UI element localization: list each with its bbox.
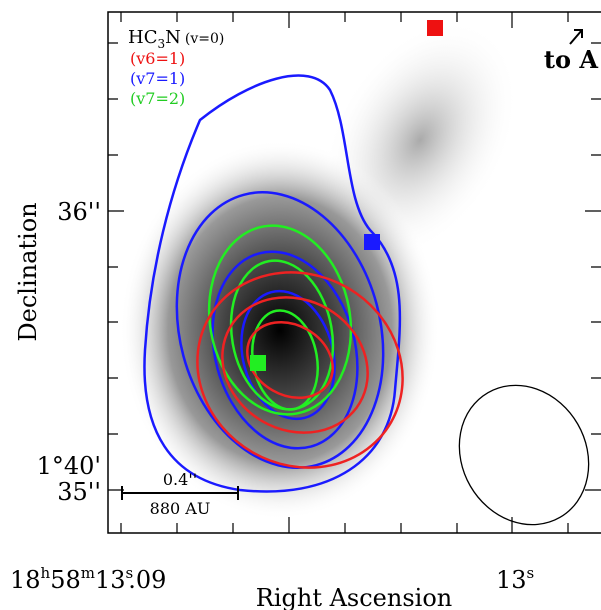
scale-line (121, 486, 239, 500)
contour-v7-1 (240, 289, 336, 421)
marker-v7-1 (364, 234, 380, 250)
text-part: h (41, 564, 51, 582)
y-tick-label: 36'' (57, 198, 101, 226)
text-part: m (81, 564, 95, 582)
annotation: to A (544, 45, 598, 74)
text-part: 13 (95, 566, 126, 594)
scale-bar: 0.4'' 880 AU (121, 470, 239, 518)
text-part: 58 (50, 566, 81, 594)
arrow (569, 29, 583, 45)
text-part: (v=0) (185, 31, 224, 47)
text-part: 18 (10, 566, 41, 594)
ticks (108, 12, 601, 533)
contour-v6-1 (246, 321, 334, 399)
scale-linear: 880 AU (150, 499, 211, 518)
legend-entry: (v7=2) (130, 89, 185, 108)
frame (107, 11, 601, 534)
legend-entry: (v7=1) (130, 69, 185, 88)
text-part: N (165, 27, 181, 48)
contour-v7-1 (175, 191, 385, 469)
x-tick-label: 18h58m13s.09 (10, 564, 166, 594)
legend-entry: HC3N (v=0) (128, 27, 224, 51)
scale-angular: 0.4'' (163, 470, 197, 489)
contour-v7-2 (207, 224, 353, 416)
contour-v6-1 (196, 271, 404, 469)
text-part: .09 (128, 566, 166, 594)
text-part: 3 (157, 37, 165, 51)
text-part: s (527, 564, 535, 582)
y-axis-label: Declination (14, 202, 42, 341)
x-axis-label: Right Ascension (256, 584, 453, 610)
image (120, 19, 590, 526)
y-tick-label: 1°40' (37, 452, 101, 480)
contour-v6-1 (221, 296, 369, 434)
contour-v7-1 (143, 74, 402, 493)
marker-v6 (427, 20, 443, 36)
x-tick-label: 13s (496, 564, 534, 594)
annotation-group: to A (544, 29, 598, 74)
text-part: 13 (496, 566, 527, 594)
beam (458, 384, 590, 526)
text-part: HC (128, 27, 157, 48)
marker-v7-2 (250, 355, 266, 371)
legend-entry: (v6=1) (130, 49, 185, 68)
emission-core (120, 140, 440, 520)
text-part: s (126, 564, 134, 582)
legend: HC3N (v=0) (v6=1) (v7=1) (v7=2) (128, 27, 224, 108)
tick-marks (108, 12, 601, 533)
y-tick-label: 35'' (57, 478, 101, 506)
